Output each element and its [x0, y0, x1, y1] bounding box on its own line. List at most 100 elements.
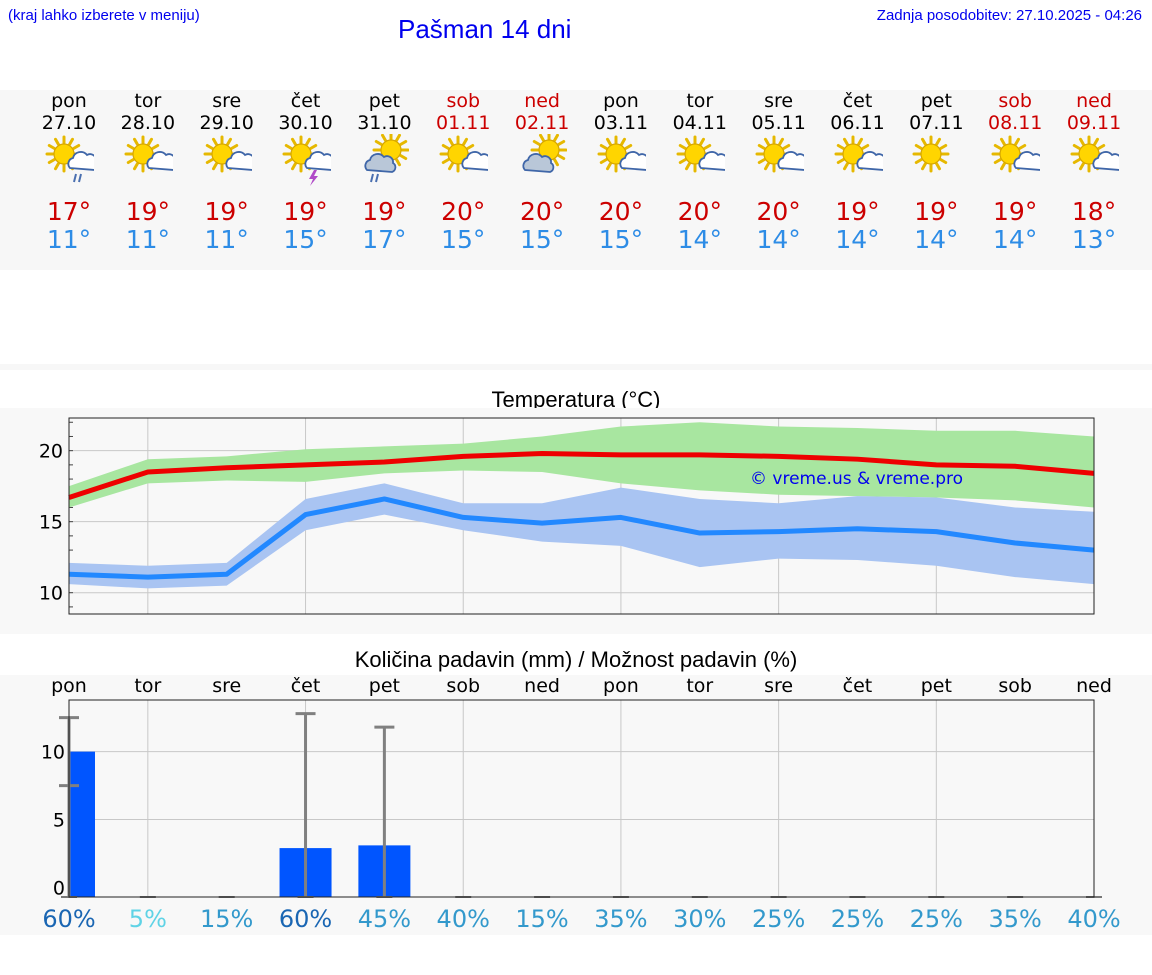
max-temperature: 19°: [204, 197, 249, 226]
max-temp-line: [68, 451, 1095, 500]
cloud-sun-icon: [522, 134, 568, 173]
y-tick-label: 20: [39, 441, 63, 463]
y-tick-label: 10: [41, 742, 65, 764]
min-temperature: 11°: [125, 225, 170, 254]
x-tick-label: pon: [603, 675, 639, 697]
sun-cloud-icon: [597, 135, 646, 173]
day-name: sre: [764, 90, 794, 112]
day-date: 06.11: [830, 112, 885, 134]
min-temperature: 14°: [993, 225, 1038, 254]
x-tick-label: tor: [134, 675, 161, 697]
cloud-shape: [225, 151, 252, 171]
min-temperature: 17°: [362, 225, 407, 254]
min-temperature: 14°: [756, 225, 801, 254]
plot-frame: [68, 699, 1095, 898]
cloud-sun-rain-icon: [364, 134, 410, 183]
watermark: © vreme.us & vreme.pro: [750, 469, 963, 489]
max-temperature: 19°: [283, 197, 328, 226]
x-tick-label: čet: [291, 675, 321, 697]
precip-probability: 25%: [752, 905, 805, 933]
precip-probability: 15%: [515, 905, 568, 933]
cloud-shape: [461, 151, 489, 171]
max-temperature: 17°: [46, 197, 92, 226]
day-name: pon: [51, 90, 87, 112]
min-temperature: 15°: [283, 225, 328, 254]
day-name: ned: [524, 90, 560, 112]
precip-probability: 5%: [129, 905, 167, 933]
y-tick-label: 5: [53, 810, 65, 832]
temperature-chart: 10 15 20 © vreme.us & vreme.pro: [0, 408, 1152, 634]
max-temperature: 19°: [914, 197, 959, 226]
day-name: ned: [1076, 90, 1112, 112]
day-date: 08.11: [987, 112, 1043, 134]
sun-icon: [912, 135, 950, 173]
day-date: 07.11: [909, 112, 964, 134]
min-temperature: 13°: [1071, 225, 1117, 254]
precip-probability: 60%: [279, 905, 332, 933]
min-temperature: 15°: [441, 225, 486, 254]
min-temperature: 11°: [204, 225, 249, 254]
daily-forecast-strip: pon 27.10 17° 11° tor 28.10 19° 11° sre 29.10 19° 1…: [0, 90, 1152, 270]
sun-cloud-icon: [755, 135, 804, 173]
max-temperature: 20°: [598, 197, 644, 226]
y-tick-label: 15: [39, 512, 63, 534]
cloud-shape: [67, 151, 94, 171]
cloud-shape: [146, 151, 173, 171]
min-temp-line: [68, 496, 1095, 580]
sun-cloud-icon: [834, 135, 883, 173]
sun-shape: [1070, 135, 1108, 173]
day-date: 01.11: [436, 112, 491, 134]
day-date: 03.11: [593, 112, 649, 134]
page-title: Pašman 14 dni: [398, 14, 572, 44]
precipitation-chart: 0 5 10 pon tor sre čet pet sob ned pon tor sre čet pet…: [0, 675, 1152, 935]
min-temperature: 15°: [519, 225, 565, 254]
x-tick-label: sre: [212, 675, 241, 697]
x-tick-label: ned: [524, 675, 560, 697]
cloud-shape: [364, 153, 397, 173]
min-temperature: 14°: [835, 225, 880, 254]
x-tick-label: pet: [921, 675, 952, 697]
x-tick-label: pet: [369, 675, 400, 697]
day-date: 02.11: [514, 112, 570, 134]
day-date: 31.10: [357, 112, 412, 134]
cloud-shape: [698, 151, 725, 171]
sun-cloud-thunder-icon: [282, 135, 331, 186]
max-temperature: 20°: [677, 197, 722, 226]
cloud-shape: [304, 151, 331, 171]
min-temperature: 15°: [598, 225, 644, 254]
min-temperature: 14°: [677, 225, 722, 254]
max-temperature: 20°: [441, 197, 486, 226]
sun-cloud-icon: [439, 135, 489, 173]
separator-band: [0, 364, 1152, 370]
max-temperature: 20°: [519, 197, 565, 226]
max-temperature: 20°: [756, 197, 801, 226]
precip-probability: 40%: [1067, 905, 1120, 933]
sun-cloud-icon: [203, 135, 252, 173]
precip-probability: 40%: [437, 905, 490, 933]
max-temp-band: [69, 422, 1094, 508]
sun-shape: [991, 135, 1029, 173]
precipitation-chart-title: Količina padavin (mm) / Možnost padavin …: [354, 647, 798, 672]
max-temperature: 19°: [125, 197, 170, 226]
day-date: 05.11: [751, 112, 806, 134]
min-temperature: 14°: [914, 225, 959, 254]
temperature-chart-title: Temperatura (°C): [491, 387, 661, 412]
x-tick-label: sob: [998, 675, 1032, 697]
x-tick-label: sob: [446, 675, 480, 697]
sun-shape: [597, 135, 635, 173]
sun-cloud-icon: [124, 135, 173, 173]
day-date: 29.10: [199, 112, 254, 134]
day-name: sob: [998, 90, 1032, 112]
location-menu-hint: (kraj lahko izberete v meniju): [8, 7, 200, 24]
max-temperature: 19°: [835, 197, 880, 226]
y-tick-label: 0: [53, 877, 65, 899]
cloud-shape: [1092, 151, 1120, 171]
precip-bar: [69, 751, 95, 897]
sun-cloud-icon: [991, 135, 1041, 173]
day-name: pet: [920, 90, 952, 112]
x-tick-label: čet: [843, 675, 873, 697]
precip-probability: 25%: [910, 905, 963, 933]
last-update: Zadnja posodobitev: 27.10.2025 - 04:26: [876, 7, 1142, 24]
max-temperature: 19°: [362, 197, 407, 226]
max-temperature: 18°: [1071, 197, 1117, 226]
